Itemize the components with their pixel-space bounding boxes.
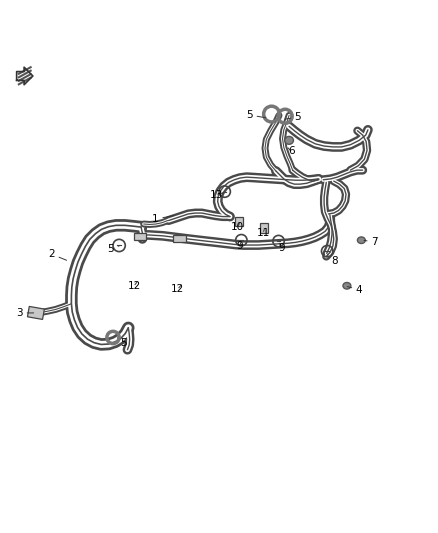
Text: 1: 1 [152,214,174,224]
Text: 7: 7 [364,237,378,247]
Text: 5: 5 [117,338,127,348]
Text: 13: 13 [210,190,223,200]
Ellipse shape [285,136,293,144]
Text: 12: 12 [171,284,184,294]
Text: 9: 9 [278,243,285,253]
Text: 12: 12 [127,281,141,291]
Text: 5: 5 [246,110,266,120]
Bar [134,233,146,240]
Text: 5: 5 [107,244,119,254]
Text: 8: 8 [328,255,338,266]
Text: 5: 5 [285,112,301,122]
Bar [173,236,186,243]
Text: 9: 9 [236,241,243,252]
Text: 4: 4 [347,285,363,295]
Text: 2: 2 [48,249,67,260]
Bar [235,216,243,226]
Ellipse shape [357,237,365,244]
Bar [260,223,268,233]
Ellipse shape [343,282,351,289]
Text: 6: 6 [288,146,295,156]
Bar [28,306,44,319]
Text: 3: 3 [16,308,34,318]
Text: 11: 11 [257,228,270,238]
Text: 10: 10 [231,222,244,232]
